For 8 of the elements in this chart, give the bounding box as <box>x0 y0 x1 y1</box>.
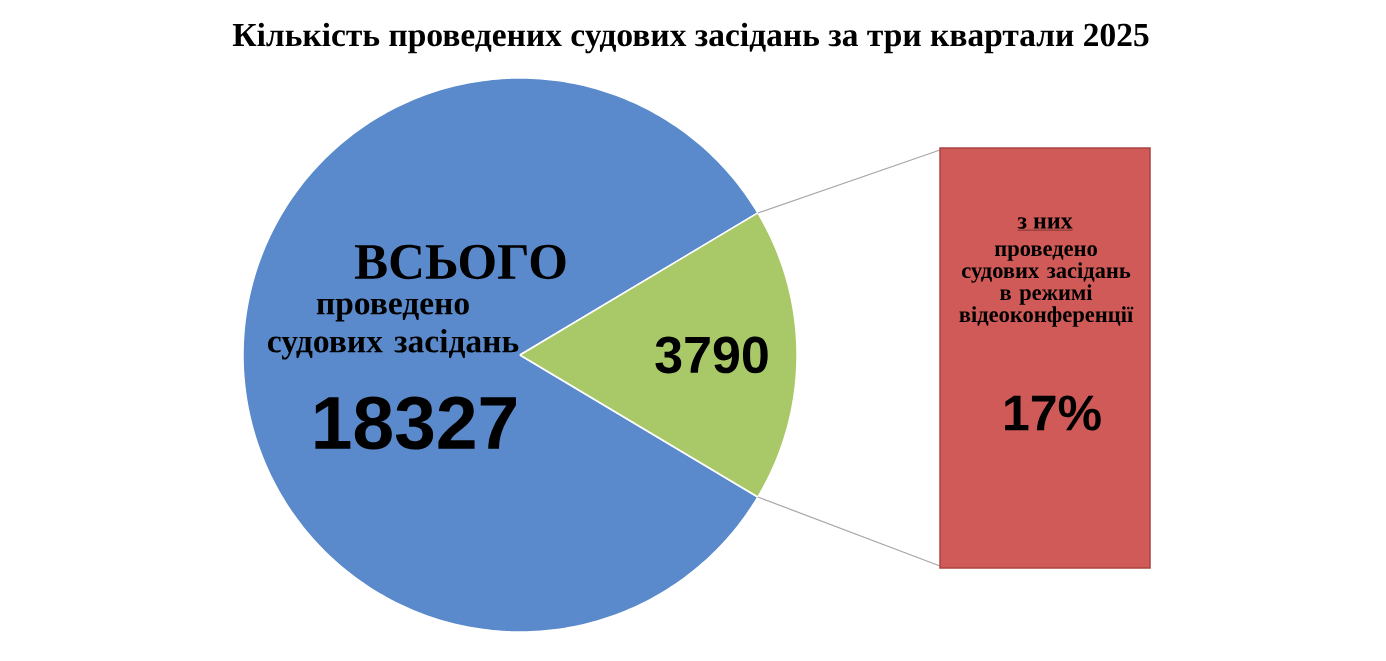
data-label: 18327 <box>315 396 516 450</box>
chart-title: Кількість проведених судових засідань за три квартали 2025 <box>232 22 1149 54</box>
text: з них <box>1017 217 1073 229</box>
text: 17% <box>1005 395 1101 431</box>
slice-label: ВСЬОГО <box>354 244 566 280</box>
slice-label: проведено судових засідань в режимі відеоконференції <box>959 245 1134 327</box>
data-label: 3790 <box>655 336 768 374</box>
text: проведено судових засідань <box>267 298 519 360</box>
